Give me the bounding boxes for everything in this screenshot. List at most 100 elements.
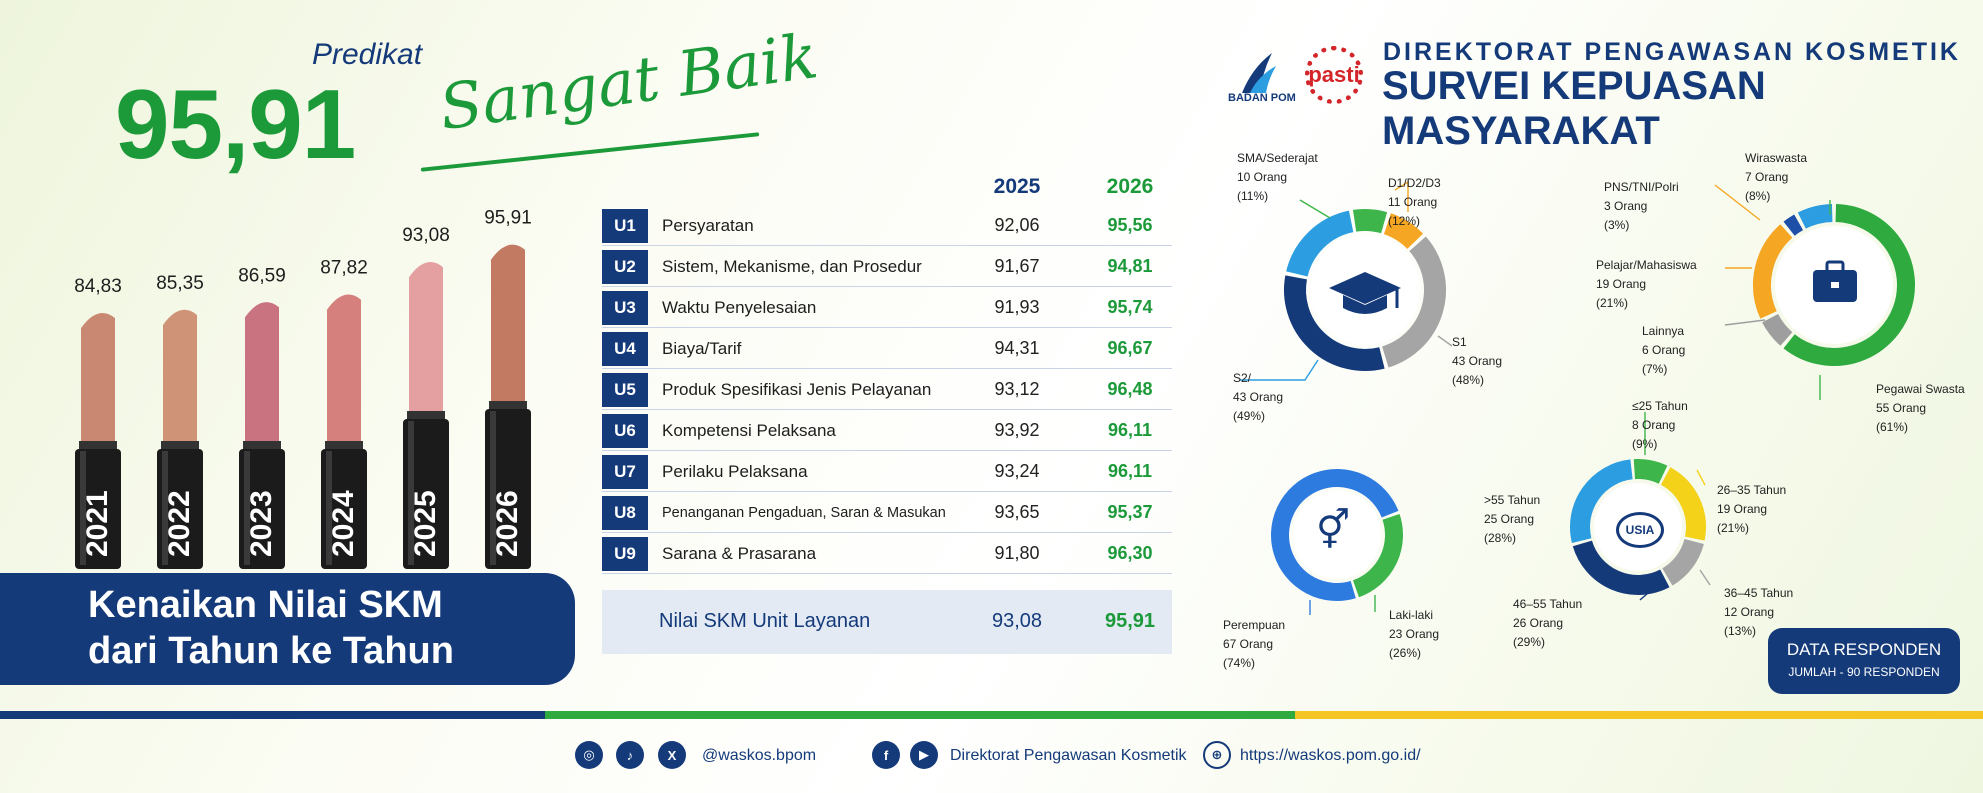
row-name: Perilaku Pelaksana	[662, 462, 808, 481]
row-value-2025: 92,06	[994, 215, 1040, 235]
row-code: U4	[602, 332, 648, 366]
donut-slice-1	[1271, 469, 1399, 601]
annot-wiraswasta: Wiraswasta 7 Orang (8%)	[1745, 151, 1808, 203]
badan-pom-logo-icon	[1242, 53, 1276, 93]
website-url[interactable]: https://waskos.pom.go.id/	[1240, 747, 1421, 764]
tiktok-icon[interactable]: ♪	[616, 741, 644, 769]
donut-slice-3	[1783, 214, 1804, 236]
lipstick-case	[321, 449, 367, 569]
lipstick-bar-2021: 2021 84,83	[74, 276, 122, 569]
lipstick-bullet	[409, 262, 443, 415]
row-name: Penanganan Pengaduan, Saran & Masukan	[662, 505, 946, 521]
year-label: 2021	[81, 490, 114, 557]
facebook-icon[interactable]: f	[872, 741, 900, 769]
lipstick-case	[239, 449, 285, 569]
annot-d123: D1/D2/D3 11 Orang (12%)	[1388, 176, 1441, 228]
lipstick-bar-2023: 2023 86,59	[238, 265, 286, 569]
donut-slice-1	[1762, 313, 1793, 346]
annot-laki-laki: Laki-laki 23 Orang (26%)	[1389, 608, 1440, 660]
table-row: U9 Sarana & Prasarana 91,80 96,30	[602, 535, 1172, 574]
social-handle[interactable]: @waskos.bpom	[702, 747, 817, 764]
footer-bar-yellow	[1295, 711, 1983, 719]
col-header-2026: 2026	[1106, 175, 1154, 198]
lipstick-highlight	[244, 451, 250, 565]
data-box-title: DATA RESPONDEN	[1786, 640, 1942, 659]
lipstick-highlight	[408, 421, 414, 565]
annot-pegawai-swasta: Pegawai Swasta 55 Orang (61%)	[1876, 382, 1965, 434]
donut-center	[1293, 491, 1381, 579]
row-value-2026: 94,81	[1107, 256, 1153, 276]
lipstick-bar-2022: 2022 85,35	[156, 273, 204, 569]
banner-line-1: Kenaikan Nilai SKM	[88, 584, 443, 626]
x-icon[interactable]: X	[658, 741, 686, 769]
donut-slice-4	[1797, 204, 1833, 229]
graduation-cap-icon	[1329, 272, 1401, 314]
org-name[interactable]: Direktorat Pengawasan Kosmetik	[950, 747, 1187, 764]
table-row: U8 Penanganan Pengaduan, Saran & Masukan 9…	[602, 494, 1172, 533]
predikat-label: Predikat	[312, 38, 423, 71]
lipstick-case	[75, 449, 121, 569]
annot-age-55-plus: >55 Tahun 25 Orang (28%)	[1484, 493, 1541, 545]
annot-pns: PNS/TNI/Polri 3 Orang (3%)	[1604, 180, 1679, 232]
row-value-2026: 95,74	[1107, 297, 1153, 317]
lipstick-highlight	[490, 411, 496, 565]
row-value-2025: 93,24	[994, 461, 1040, 481]
row-code: U6	[602, 414, 648, 448]
lipstick-collar	[407, 411, 445, 419]
year-label: 2023	[245, 490, 278, 557]
row-code: U7	[602, 455, 648, 489]
header-org: DIREKTORAT PENGAWASAN KOSMETIK	[1383, 38, 1961, 66]
table-row: U7 Perilaku Pelaksana 93,24 96,11	[602, 453, 1172, 492]
age-center-label: USIA	[1616, 512, 1664, 548]
banner-line-2: dari Tahun ke Tahun	[88, 630, 454, 672]
briefcase-icon	[1813, 260, 1857, 302]
value-label: 86,59	[238, 265, 286, 286]
lipstick-case	[403, 419, 449, 569]
score-value: 95,91	[115, 69, 356, 179]
total-2025: 93,08	[991, 610, 1043, 632]
lipstick-bullet	[163, 309, 197, 445]
row-value-2026: 96,48	[1107, 379, 1153, 399]
donut-slice-0	[1633, 459, 1668, 484]
instagram-icon[interactable]: ◎	[575, 741, 603, 769]
value-label: 95,91	[484, 208, 532, 229]
table-row: U2 Sistem, Mekanisme, dan Prosedur 91,67 94…	[602, 248, 1172, 287]
lipstick-bullet	[327, 294, 361, 445]
pasti-logo-text: pasti	[1308, 62, 1360, 87]
globe-icon[interactable]: ⊕	[1203, 741, 1231, 769]
donut-slice-2	[1661, 538, 1704, 586]
row-code: U3	[602, 291, 648, 325]
lipstick-collar	[161, 441, 199, 449]
annot-sma: SMA/Sederajat 10 Orang (11%)	[1237, 151, 1318, 203]
lipstick-collar	[325, 441, 363, 449]
total-label: Nilai SKM Unit Layanan	[659, 610, 871, 632]
annot-age-36-45: 36–45 Tahun 12 Orang (13%)	[1724, 586, 1794, 638]
row-code: U8	[602, 496, 648, 530]
row-value-2025: 93,65	[994, 502, 1040, 522]
lipstick-bar-2026: 2026 95,91	[484, 208, 532, 569]
lipstick-collar	[243, 441, 281, 449]
donut-chart-education	[1284, 209, 1446, 371]
row-code: U5	[602, 373, 648, 407]
lipstick-bar-chart: 2021 84,83 2022 85,35 2023 86,59 2024 87,82 2025…	[74, 208, 532, 569]
row-code: U2	[602, 250, 648, 284]
lipstick-bar-2025: 2025 93,08	[402, 225, 450, 569]
table-row: U1 Persyaratan 92,06 95,56	[602, 207, 1172, 246]
row-value-2026: 96,30	[1107, 543, 1153, 563]
annot-s1: S1 43 Orang (48%)	[1452, 335, 1503, 387]
row-value-2026: 96,67	[1107, 338, 1153, 358]
table-row: U6 Kompetensi Pelaksana 93,92 96,11	[602, 412, 1172, 451]
lipstick-collar	[489, 401, 527, 409]
data-box-subtitle: JUMLAH - 90 RESPONDEN	[1788, 665, 1940, 679]
annot-lainnya: Lainnya 6 Orang (7%)	[1642, 324, 1686, 376]
table-row: U3 Waktu Penyelesaian 91,93 95,74	[602, 289, 1172, 328]
lipstick-highlight	[326, 451, 332, 565]
donut-slice-0	[1352, 209, 1388, 234]
row-name: Kompetensi Pelaksana	[662, 421, 836, 440]
youtube-icon[interactable]: ▶	[910, 741, 938, 769]
value-label: 85,35	[156, 273, 204, 294]
year-label: 2026	[491, 490, 524, 557]
annot-age-26-35: 26–35 Tahun 19 Orang (21%)	[1717, 483, 1787, 535]
row-value-2026: 96,11	[1107, 461, 1153, 481]
title-banner	[0, 573, 575, 685]
